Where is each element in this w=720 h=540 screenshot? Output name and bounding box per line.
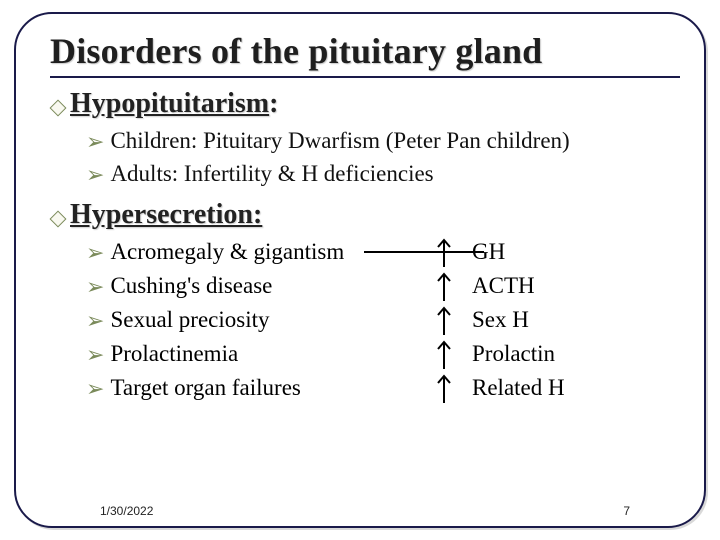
footer-date: 1/30/2022 — [100, 504, 153, 518]
list-item: ➢ Sexual preciosity Sex H — [86, 303, 680, 337]
up-arrow-icon — [416, 305, 472, 335]
arrow-bullet-icon: ➢ — [86, 339, 104, 372]
slide-title: Disorders of the pituitary gland — [50, 30, 680, 78]
hyper-right-2: Sex H — [472, 303, 529, 337]
section-heading-hypo: Hypopituitarism: — [70, 88, 278, 120]
footer-page-number: 7 — [623, 504, 630, 518]
slide-footer: 1/30/2022 7 — [0, 504, 720, 518]
slide-content: Disorders of the pituitary gland Hypopit… — [50, 30, 680, 405]
connector-line — [364, 251, 484, 253]
section-hypersecretion: Hypersecretion: — [50, 199, 680, 231]
list-item: ➢ Children: Pituitary Dwarfism (Peter Pa… — [86, 124, 680, 157]
hypo-item-0: Children: Pituitary Dwarfism (Peter Pan … — [110, 124, 569, 157]
arrow-bullet-icon: ➢ — [86, 126, 104, 158]
hyper-left-1: Cushing's disease — [110, 269, 272, 303]
arrow-bullet-icon: ➢ — [86, 159, 104, 191]
up-arrow-icon — [416, 373, 472, 403]
hypo-sublist: ➢ Children: Pituitary Dwarfism (Peter Pa… — [86, 124, 680, 191]
arrow-bullet-icon: ➢ — [86, 237, 104, 270]
arrow-bullet-icon: ➢ — [86, 373, 104, 406]
list-item: ➢ Prolactinemia Prolactin — [86, 337, 680, 371]
hyper-right-3: Prolactin — [472, 337, 555, 371]
hyper-left-2: Sexual preciosity — [110, 303, 269, 337]
arrow-bullet-icon: ➢ — [86, 271, 104, 304]
hyper-grid: ➢ Acromegaly & gigantism GH ➢ Cushing's … — [86, 235, 680, 405]
section-heading-hyper-text: Hypersecretion: — [70, 199, 262, 230]
hyper-left-0: Acromegaly & gigantism — [110, 235, 344, 269]
hyper-left-4: Target organ failures — [110, 371, 300, 405]
list-item: ➢ Target organ failures Related H — [86, 371, 680, 405]
diamond-bullet-icon — [50, 100, 64, 114]
list-item: ➢ Cushing's disease ACTH — [86, 269, 680, 303]
section-hypopituitarism: Hypopituitarism: — [50, 88, 680, 120]
diamond-bullet-icon — [50, 211, 64, 225]
list-item: ➢ Adults: Infertility & H deficiencies — [86, 157, 680, 190]
up-arrow-icon — [416, 271, 472, 301]
hyper-right-4: Related H — [472, 371, 565, 405]
hypo-item-1: Adults: Infertility & H deficiencies — [110, 157, 433, 190]
arrow-bullet-icon: ➢ — [86, 305, 104, 338]
section-heading-hyper: Hypersecretion: — [70, 199, 262, 231]
hyper-right-1: ACTH — [472, 269, 535, 303]
section-heading-hypo-text: Hypopituitarism — [70, 88, 269, 119]
up-arrow-icon — [416, 339, 472, 369]
section-heading-hypo-suffix: : — [269, 88, 278, 119]
hyper-left-3: Prolactinemia — [110, 337, 238, 371]
